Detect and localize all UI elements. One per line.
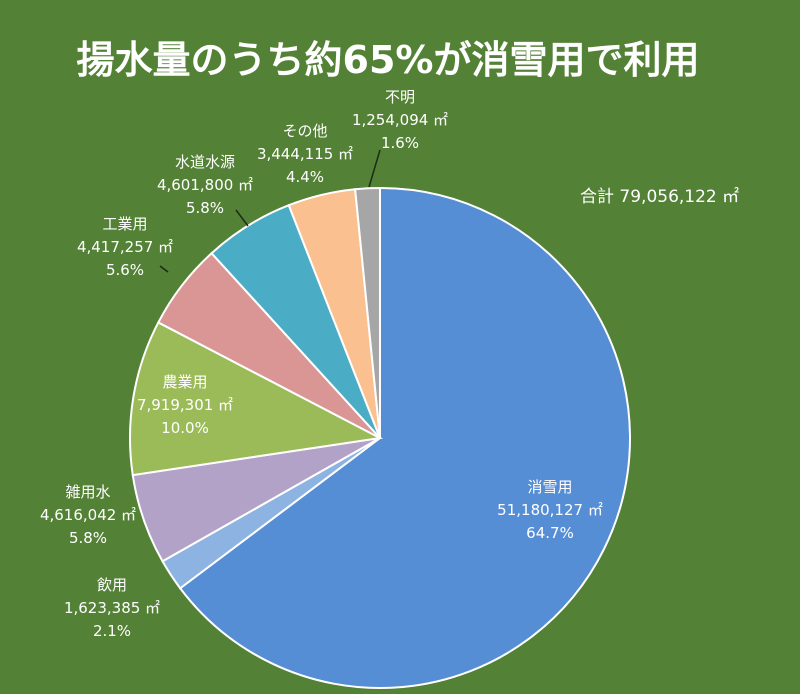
slice-labels: 消雪用 51,180,127 ㎡ 64.7% 飲用 1,623,385 ㎡ 2.1% 雑用水…	[40, 88, 603, 640]
slice-value: 51,180,127 ㎡	[497, 501, 603, 519]
slice-label-snow-melting: 消雪用 51,180,127 ㎡ 64.7%	[497, 478, 603, 542]
slice-label-industrial: 工業用 4,417,257 ㎡ 5.6%	[77, 215, 173, 279]
slice-percent: 10.0%	[161, 419, 209, 437]
slice-name: 飲用	[97, 576, 127, 594]
total-label: 合計 79,056,122 ㎡	[580, 187, 739, 207]
slice-value: 3,444,115 ㎡	[257, 145, 353, 163]
slice-value: 1,623,385 ㎡	[64, 599, 160, 617]
slice-name: 農業用	[162, 373, 207, 391]
slice-percent: 64.7%	[526, 524, 574, 542]
slice-value: 4,601,800 ㎡	[157, 176, 253, 194]
chart-title: 揚水量のうち約65%が消雪用で利用	[77, 38, 700, 82]
slice-label-drinking: 飲用 1,623,385 ㎡ 2.1%	[64, 576, 160, 640]
slice-label-misc-water: 雑用水 4,616,042 ㎡ 5.8%	[40, 483, 136, 547]
slice-label-other: その他 3,444,115 ㎡ 4.4%	[257, 122, 353, 186]
slice-label-unknown: 不明 1,254,094 ㎡ 1.6%	[352, 88, 448, 152]
slice-value: 7,919,301 ㎡	[137, 396, 233, 414]
slice-percent: 2.1%	[93, 622, 131, 640]
pie-slice-unknown	[354, 186, 381, 439]
slice-percent: 5.6%	[106, 261, 144, 279]
slice-label-agriculture: 農業用 7,919,301 ㎡ 10.0%	[137, 373, 233, 437]
leader-line-industrial	[159, 265, 169, 273]
leader-line-unknown	[368, 149, 381, 188]
slice-percent: 5.8%	[69, 529, 107, 547]
slice-name: 工業用	[102, 215, 147, 233]
pie-slice-snow-melting	[178, 186, 631, 689]
slice-percent: 5.8%	[186, 199, 224, 217]
slice-label-waterworks: 水道水源 4,601,800 ㎡ 5.8%	[157, 153, 253, 217]
slice-name: 水道水源	[175, 153, 235, 171]
leader-lines	[159, 149, 381, 273]
leader-line-waterworks	[235, 209, 249, 227]
pie-slices	[129, 186, 631, 689]
slice-value: 4,616,042 ㎡	[40, 506, 136, 524]
slice-name: 消雪用	[527, 478, 572, 496]
slice-percent: 1.6%	[381, 134, 419, 152]
slice-name: 不明	[385, 88, 415, 106]
slice-name: 雑用水	[65, 483, 110, 501]
slice-value: 1,254,094 ㎡	[352, 111, 448, 129]
slice-name: その他	[282, 122, 327, 140]
slice-percent: 4.4%	[286, 168, 324, 186]
slice-value: 4,417,257 ㎡	[77, 238, 173, 256]
pie-slice-agriculture	[129, 321, 384, 477]
